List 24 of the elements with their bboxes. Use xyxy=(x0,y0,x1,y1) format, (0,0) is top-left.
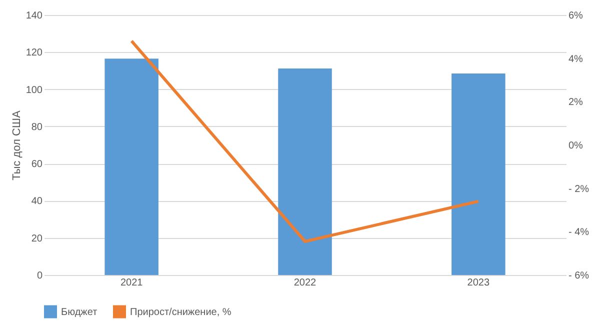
y2-tick-label: - 4% xyxy=(568,227,590,238)
y-tick-label: 100 xyxy=(26,84,43,96)
y-axis-title: Тыс дол США xyxy=(10,110,23,180)
y2-tick-label: 6% xyxy=(568,10,584,22)
x-tick-label: 2023 xyxy=(467,278,490,288)
y-tick-label: 140 xyxy=(26,10,43,22)
legend-label: Прирост/снижение, % xyxy=(130,306,232,318)
bar xyxy=(278,68,332,275)
legend-label: Бюджет xyxy=(61,306,98,318)
y-tick-label: 0 xyxy=(36,270,43,282)
y-tick-label: 120 xyxy=(26,48,43,59)
y-tick-label: 20 xyxy=(31,233,43,244)
bar xyxy=(452,74,506,275)
bar xyxy=(104,58,158,275)
y2-tick-label: 2% xyxy=(568,97,584,108)
y-tick-label: 60 xyxy=(31,159,43,170)
y2-tick-label: - 2% xyxy=(568,184,590,195)
y-tick-label: 40 xyxy=(31,196,43,208)
x-tick-label: 2022 xyxy=(294,278,317,288)
y-tick-label: 80 xyxy=(31,122,43,133)
y2-tick-label: - 6% xyxy=(568,270,590,282)
y2-tick-label: 0% xyxy=(568,140,584,152)
y2-tick-label: 4% xyxy=(568,54,584,65)
x-tick-label: 2021 xyxy=(120,278,144,288)
